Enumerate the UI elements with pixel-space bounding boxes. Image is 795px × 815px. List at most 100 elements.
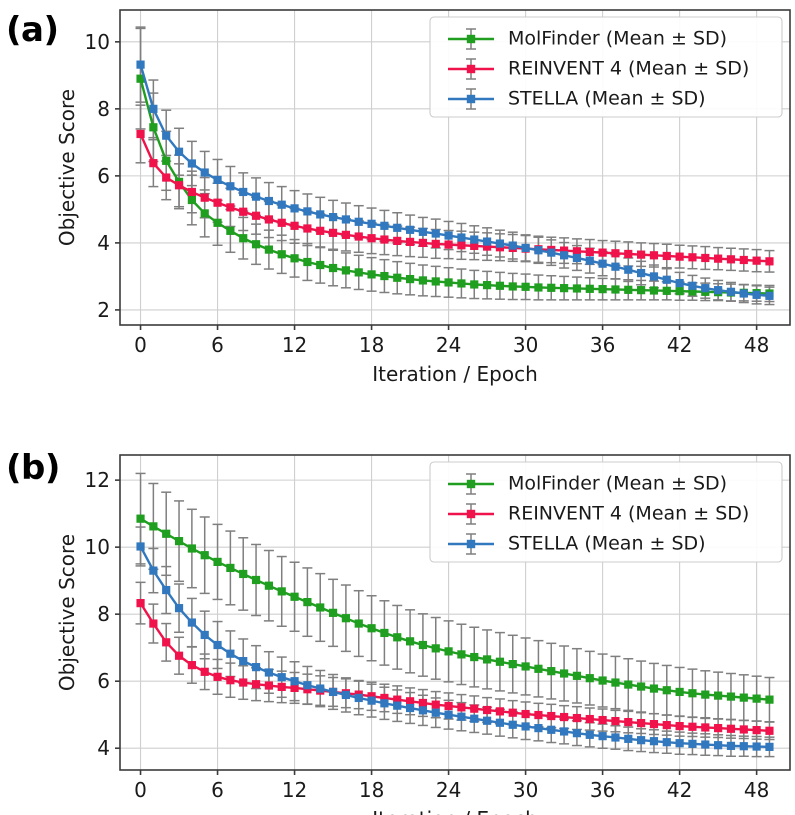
data-point-marker (239, 678, 248, 687)
data-point-marker (688, 739, 697, 748)
data-point-marker (418, 640, 428, 650)
data-point-marker (598, 285, 607, 294)
data-point-marker (701, 284, 710, 293)
data-point-marker (264, 196, 273, 206)
legend-entry[interactable]: MolFinder (Mean ± SD) (448, 28, 727, 50)
y-tick-label: 8 (97, 97, 110, 121)
x-tick-label: 36 (590, 333, 615, 357)
data-point-marker (328, 213, 338, 222)
data-point-marker (752, 256, 761, 265)
data-point-marker (341, 230, 350, 239)
data-point-marker (637, 682, 646, 691)
data-point-marker (303, 224, 312, 233)
y-axis-title: Objective Score (55, 89, 79, 246)
data-point-marker (688, 281, 697, 290)
data-point-marker (637, 718, 646, 728)
legend-label: MolFinder (Mean ± SD) (508, 28, 727, 50)
data-point-marker (662, 251, 671, 261)
data-point-marker (187, 159, 196, 168)
data-point-marker (726, 741, 736, 750)
data-point-marker (470, 652, 479, 662)
panel-b-plot: 0 6 12 18 24 30 36 42 48 4 6 8 10 12 Iteration / Epoch… (55, 454, 791, 815)
legend-entry[interactable]: STELLA (Mean ± SD) (448, 88, 706, 110)
data-point-marker (149, 522, 158, 531)
data-point-marker (675, 279, 684, 288)
panel-b-label: (b) (6, 448, 60, 488)
data-point-marker (354, 619, 363, 628)
panel-a: 0 6 12 18 24 30 36 42 48 2 4 6 8 10 Iteration / Epoch O… (0, 0, 795, 400)
legend-entry[interactable]: STELLA (Mean ± SD) (448, 533, 706, 555)
data-point-marker (598, 676, 607, 685)
data-point-marker (213, 198, 222, 207)
data-point-marker (303, 257, 312, 267)
data-point-marker (239, 234, 248, 243)
data-point-marker (393, 633, 402, 642)
data-point-marker (585, 730, 594, 739)
data-point-marker (316, 210, 325, 219)
data-point-marker (290, 204, 299, 213)
data-point-marker (508, 660, 517, 669)
data-point-marker (174, 537, 184, 546)
data-point-marker (585, 674, 594, 683)
legend-entry[interactable]: REINVENT 4 (Mean ± SD) (448, 503, 749, 525)
data-point-marker (585, 714, 594, 724)
x-tick-label: 18 (359, 778, 384, 802)
data-point-marker (200, 630, 209, 640)
data-point-marker (341, 614, 350, 623)
data-point-marker (585, 247, 594, 257)
series-reinvent (136, 129, 774, 266)
data-point-marker (418, 238, 428, 247)
legend-entry[interactable]: MolFinder (Mean ± SD) (448, 473, 727, 495)
legend-background (429, 16, 783, 118)
axis-frame (119, 9, 791, 326)
data-point-marker (714, 254, 723, 263)
data-point-marker (277, 587, 286, 596)
data-point-marker (547, 725, 556, 734)
data-point-marker (341, 215, 350, 224)
data-point-marker (457, 279, 466, 288)
axis-frame (119, 454, 791, 771)
data-point-marker (521, 243, 530, 253)
legend-marker-swatch (466, 479, 476, 489)
data-point-marker (213, 640, 222, 650)
data-point-marker (444, 231, 453, 240)
data-point-marker (200, 667, 209, 676)
data-point-marker (547, 667, 556, 676)
legend-entry[interactable]: REINVENT 4 (Mean ± SD) (448, 58, 749, 80)
data-point-marker (701, 740, 710, 749)
data-point-marker (560, 712, 569, 722)
data-point-marker (508, 720, 517, 729)
data-point-marker (572, 729, 582, 738)
data-point-marker (482, 281, 492, 290)
data-point-marker (328, 228, 338, 237)
data-point-marker (495, 707, 505, 716)
data-point-marker (213, 557, 222, 566)
data-point-marker (752, 290, 761, 299)
data-point-marker (174, 181, 184, 190)
x-tick-label: 42 (667, 333, 692, 357)
data-point-marker (200, 551, 209, 560)
data-point-marker (264, 681, 273, 690)
data-point-marker (380, 221, 389, 230)
data-point-marker (418, 276, 428, 285)
legend-label: REINVENT 4 (Mean ± SD) (508, 58, 749, 80)
data-point-marker (675, 287, 684, 296)
data-point-marker (277, 250, 286, 259)
data-point-marker (482, 242, 492, 251)
data-point-marker (637, 736, 646, 745)
x-tick-label: 0 (134, 333, 147, 357)
data-point-marker (380, 628, 389, 638)
data-point-marker (444, 701, 453, 711)
data-point-marker (380, 235, 389, 244)
y-tick-label: 6 (97, 669, 110, 693)
data-point-marker (136, 514, 145, 523)
data-point-marker (701, 690, 710, 699)
x-tick-label: 42 (667, 778, 692, 802)
data-point-marker (598, 715, 607, 725)
data-point-marker (239, 569, 248, 579)
data-point-marker (354, 268, 363, 277)
data-point-marker (495, 718, 505, 727)
data-point-marker (547, 283, 556, 292)
data-point-marker (521, 709, 530, 719)
data-point-marker (187, 544, 196, 553)
